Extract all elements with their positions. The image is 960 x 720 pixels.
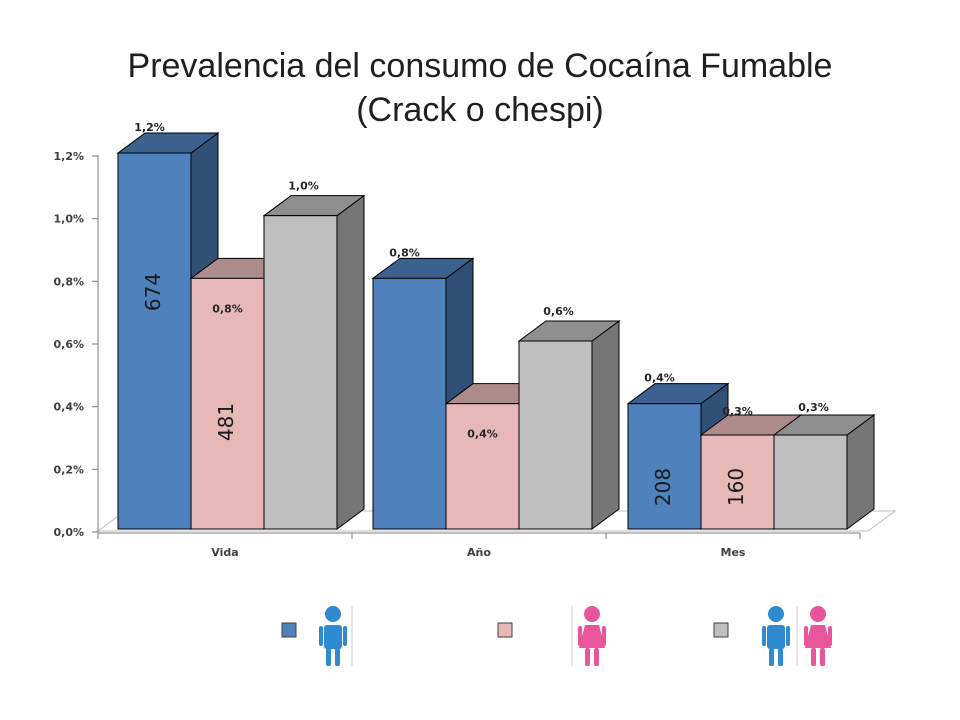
y-tick-label: 0,0% [53, 526, 84, 539]
figure-leg [820, 648, 825, 666]
bar-front-face [773, 434, 848, 530]
figure-arm [762, 626, 766, 646]
figure-arm [828, 626, 832, 646]
bar-front-face [190, 277, 265, 530]
figure-leg [326, 648, 331, 666]
figure-head [810, 606, 826, 622]
data-label: 0,8% [389, 246, 420, 259]
data-label: 0,3% [798, 401, 829, 414]
legend-swatch [281, 622, 297, 638]
bar-front-face [117, 152, 192, 530]
figure-body [324, 625, 342, 649]
y-tick-label: 0,8% [53, 275, 84, 288]
figure-arm [786, 626, 790, 646]
data-label: 0,6% [543, 305, 574, 318]
bar [262, 194, 366, 530]
y-tick-label: 1,0% [53, 213, 84, 226]
figure-body [805, 625, 831, 648]
figure-leg [594, 648, 599, 666]
data-label: 1,0% [288, 180, 319, 193]
female-figure-icon [578, 606, 606, 666]
bar-front-face [372, 277, 447, 530]
bar-count-annotation: 674 [141, 273, 165, 311]
legend-swatch [497, 622, 513, 638]
male-figure-icon [762, 606, 790, 666]
figure-head [768, 606, 784, 622]
y-tick-label: 0,6% [53, 338, 84, 351]
figure-arm [578, 626, 582, 646]
y-tick-label: 1,2% [53, 150, 84, 163]
figure-head [584, 606, 600, 622]
legend-swatch [713, 622, 729, 638]
bar-count-annotation: 160 [724, 468, 748, 506]
bar-front-face [263, 215, 338, 530]
bar-count-annotation: 481 [214, 403, 238, 441]
figure-arm [319, 626, 323, 646]
figure-leg [811, 648, 816, 666]
chart-title-line2: (Crack o chespi) [356, 91, 604, 129]
x-tick-label: Mes [721, 546, 746, 559]
bar-front-face [627, 403, 702, 530]
y-tick-label: 0,2% [53, 463, 84, 476]
figure-arm [602, 626, 606, 646]
bar-front-face [700, 434, 775, 530]
female-figure-icon [804, 606, 832, 666]
bar-front-face [518, 340, 593, 530]
male-figure-icon [319, 606, 347, 666]
figure-body [767, 625, 785, 649]
data-label: 0,4% [467, 428, 498, 441]
figure-head [325, 606, 341, 622]
chart-title-line1: Prevalencia del consumo de Cocaína Fumab… [127, 47, 833, 85]
x-tick-label: Año [467, 546, 491, 559]
y-tick-label: 0,4% [53, 401, 84, 414]
data-label: 1,2% [134, 121, 165, 134]
data-label: 0,3% [722, 405, 753, 418]
figure-body [579, 625, 605, 648]
data-label: 0,8% [212, 302, 243, 315]
figure-arm [804, 626, 808, 646]
bar [517, 320, 621, 530]
figure-leg [769, 648, 774, 666]
bar-side-face [591, 320, 620, 530]
figure-leg [585, 648, 590, 666]
figure-leg [335, 648, 340, 666]
bar [772, 414, 876, 530]
figure-arm [343, 626, 347, 646]
figure-leg [778, 648, 783, 666]
chart-title: Prevalencia del consumo de Cocaína Fumab… [0, 44, 960, 132]
bar-side-face [336, 194, 365, 530]
data-label: 0,4% [644, 372, 675, 385]
x-tick-label: Vida [211, 546, 238, 559]
bar-count-annotation: 208 [651, 468, 675, 506]
bar-front-face [445, 403, 520, 530]
